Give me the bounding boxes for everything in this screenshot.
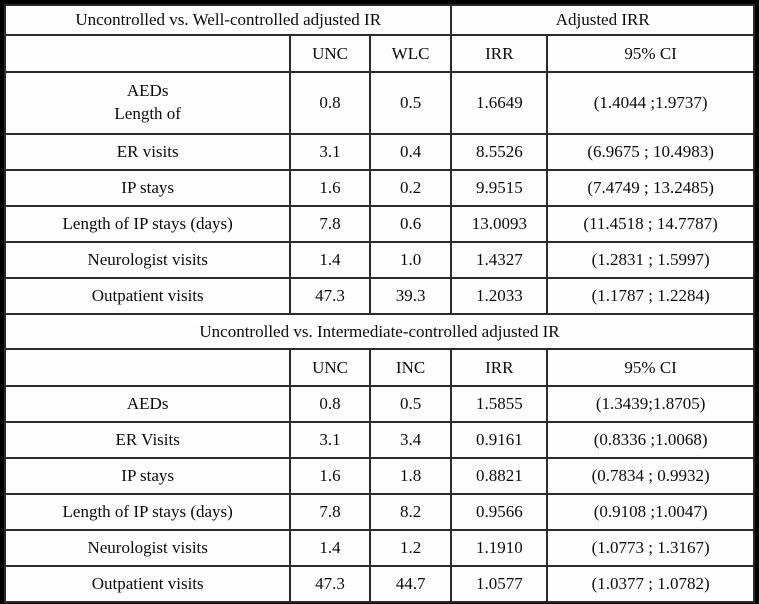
wlc-value: 0.4 — [368, 133, 453, 171]
unc-value: 7.8 — [289, 493, 371, 531]
table-row-length-ip-stays-2: Length of IP stays (days) 7.8 8.2 0.9566… — [3, 493, 755, 531]
ci-value: (1.2831 ; 1.5997) — [546, 241, 755, 279]
ci-value: (1.3439;1.8705) — [546, 385, 755, 423]
ci-value: (0.8336 ;1.0068) — [546, 421, 755, 459]
table-row-neurologist-visits-2: Neurologist visits 1.4 1.2 1.1910 (1.077… — [3, 529, 755, 567]
s1-header-blank — [3, 34, 292, 73]
table-row-length-ip-stays: Length of IP stays (days) 7.8 0.6 13.009… — [3, 205, 755, 243]
unc-value: 47.3 — [289, 565, 371, 603]
wlc-value: 1.0 — [368, 241, 453, 279]
ci-value: (0.9108 ;1.0047) — [546, 493, 755, 531]
irr-value: 1.2033 — [450, 277, 549, 315]
irr-value: 13.0093 — [450, 205, 549, 243]
ci-value: (0.7834 ; 0.9932) — [546, 457, 755, 495]
s2-header-unc: UNC — [289, 348, 371, 387]
row-label-line2: Length of — [114, 104, 181, 123]
row-label: Outpatient visits — [3, 277, 292, 315]
table-row-ip-stays: IP stays 1.6 0.2 9.9515 (7.4749 ; 13.248… — [3, 169, 755, 207]
section2-title-row: Uncontrolled vs. Intermediate-controlled… — [4, 313, 755, 350]
irr-value: 8.5526 — [450, 133, 549, 171]
wlc-value: 0.2 — [368, 169, 453, 207]
row-label: ER visits — [3, 133, 292, 171]
irr-value: 1.0577 — [450, 565, 549, 603]
inc-value: 1.2 — [368, 529, 453, 567]
row-label: AEDs — [3, 385, 292, 423]
section2-column-header-row: UNC INC IRR 95% CI — [3, 348, 755, 387]
inc-value: 44.7 — [368, 565, 453, 603]
row-label: Neurologist visits — [3, 241, 292, 279]
inc-value: 0.5 — [368, 385, 453, 423]
wlc-value: 0.6 — [368, 205, 453, 243]
irr-value: 1.4327 — [450, 241, 549, 279]
s1-header-wlc: WLC — [368, 34, 453, 73]
unc-value: 7.8 — [289, 205, 371, 243]
section1-column-header-row: UNC WLC IRR 95% CI — [3, 34, 755, 73]
row-label: Length of IP stays (days) — [3, 493, 292, 531]
ci-value: (1.1787 ; 1.2284) — [546, 277, 755, 315]
irr-value: 9.9515 — [450, 169, 549, 207]
table-row-er-visits: ER visits 3.1 0.4 8.5526 (6.9675 ; 10.49… — [3, 133, 755, 171]
wlc-value: 39.3 — [368, 277, 453, 315]
row-label-line1: AEDs — [126, 81, 169, 101]
s1-header-irr: IRR — [450, 34, 549, 73]
row-label: ER Visits — [3, 421, 292, 459]
unc-value: 1.6 — [289, 457, 371, 495]
table-row-er-visits-2: ER Visits 3.1 3.4 0.9161 (0.8336 ;1.0068… — [3, 421, 755, 459]
ci-value: (1.0377 ; 1.0782) — [546, 565, 755, 603]
ci-value: (7.4749 ; 13.2485) — [546, 169, 755, 207]
row-label: IP stays — [3, 169, 292, 207]
table-row-aeds-2: AEDs 0.8 0.5 1.5855 (1.3439;1.8705) — [3, 385, 755, 423]
unc-value: 47.3 — [289, 277, 371, 315]
s1-header-unc: UNC — [289, 34, 371, 73]
ci-value: (6.9675 ; 10.4983) — [546, 133, 755, 171]
row-label: Length of IP stays (days) — [3, 205, 292, 243]
table-row-outpatient-visits: Outpatient visits 47.3 39.3 1.2033 (1.17… — [3, 277, 755, 315]
irr-value: 1.6649 — [450, 71, 549, 135]
irr-value: 1.5855 — [450, 385, 549, 423]
irr-value: 1.1910 — [450, 529, 549, 567]
s2-header-ci: 95% CI — [546, 348, 755, 387]
irr-value: 0.9161 — [450, 421, 549, 459]
row-label: AEDs Length of — [3, 71, 292, 135]
s1-header-ci: 95% CI — [546, 34, 755, 73]
ci-value: (1.4044 ;1.9737) — [546, 71, 755, 135]
row-label: IP stays — [3, 457, 292, 495]
inc-value: 1.8 — [368, 457, 453, 495]
section1-title: Uncontrolled vs. Well-controlled adjuste… — [3, 4, 453, 36]
inc-value: 3.4 — [368, 421, 453, 459]
ci-value: (11.4518 ; 14.7787) — [546, 205, 755, 243]
row-label: Outpatient visits — [3, 565, 292, 603]
section1-right-title: Adjusted IRR — [450, 4, 755, 36]
wlc-value: 0.5 — [368, 71, 453, 135]
unc-value: 0.8 — [289, 71, 371, 135]
unc-value: 0.8 — [289, 385, 371, 423]
unc-value: 1.4 — [289, 241, 371, 279]
table-row-neurologist-visits: Neurologist visits 1.4 1.0 1.4327 (1.283… — [3, 241, 755, 279]
section2-title: Uncontrolled vs. Intermediate-controlled… — [4, 313, 755, 350]
inc-value: 8.2 — [368, 493, 453, 531]
section1-title-row: Uncontrolled vs. Well-controlled adjuste… — [3, 4, 755, 36]
unc-value: 3.1 — [289, 133, 371, 171]
unc-value: 3.1 — [289, 421, 371, 459]
table-row-ip-stays-2: IP stays 1.6 1.8 0.8821 (0.7834 ; 0.9932… — [3, 457, 755, 495]
s2-header-blank — [3, 348, 292, 387]
table-row-outpatient-visits-2: Outpatient visits 47.3 44.7 1.0577 (1.03… — [3, 565, 755, 603]
unc-value: 1.6 — [289, 169, 371, 207]
irr-value: 0.8821 — [450, 457, 549, 495]
unc-value: 1.4 — [289, 529, 371, 567]
adjusted-irr-table: Uncontrolled vs. Well-controlled adjuste… — [3, 4, 755, 603]
table-row-aeds: AEDs Length of 0.8 0.5 1.6649 (1.4044 ;1… — [3, 71, 755, 135]
s2-header-irr: IRR — [450, 348, 549, 387]
s2-header-inc: INC — [368, 348, 453, 387]
row-label: Neurologist visits — [3, 529, 292, 567]
ci-value: (1.0773 ; 1.3167) — [546, 529, 755, 567]
irr-value: 0.9566 — [450, 493, 549, 531]
